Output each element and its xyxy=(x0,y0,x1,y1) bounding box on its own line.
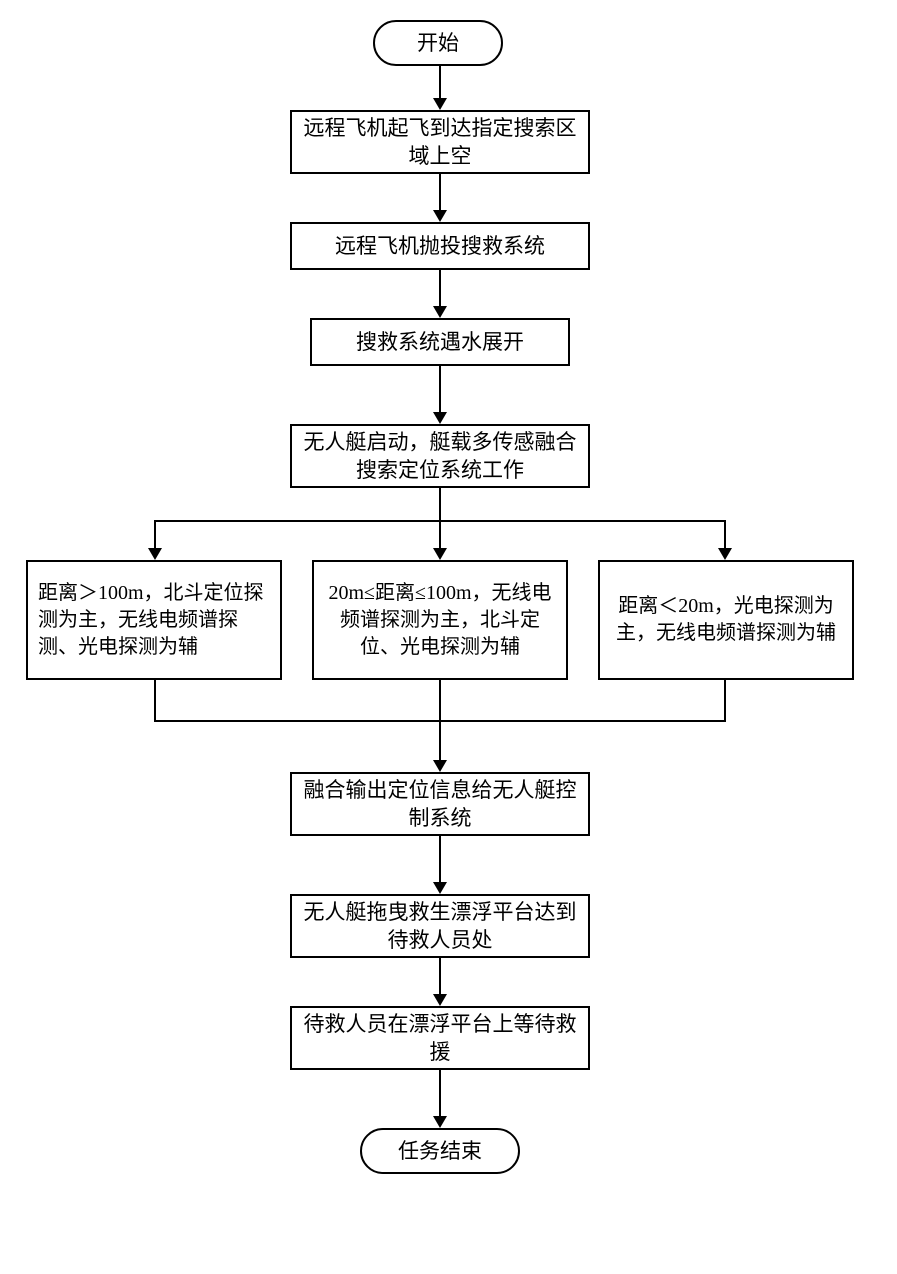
end-node: 任务结束 xyxy=(360,1128,520,1174)
edge xyxy=(439,488,441,520)
process-node-6: 无人艇拖曳救生漂浮平台达到待救人员处 xyxy=(290,894,590,958)
arrow-head-icon xyxy=(433,306,447,318)
process-node-7: 待救人员在漂浮平台上等待救援 xyxy=(290,1006,590,1070)
edge xyxy=(439,680,441,720)
node-label: 远程飞机抛投搜救系统 xyxy=(335,232,545,260)
edge xyxy=(154,520,156,548)
node-label: 融合输出定位信息给无人艇控制系统 xyxy=(302,776,578,833)
edge xyxy=(154,680,156,720)
edge xyxy=(439,1070,441,1116)
arrow-head-icon xyxy=(433,1116,447,1128)
edge xyxy=(724,680,726,720)
node-label: 距离＞100m，北斗定位探测为主，无线电频谱探测、光电探测为辅 xyxy=(38,580,270,661)
process-node-2: 远程飞机抛投搜救系统 xyxy=(290,222,590,270)
process-node-5: 融合输出定位信息给无人艇控制系统 xyxy=(290,772,590,836)
node-label: 待救人员在漂浮平台上等待救援 xyxy=(302,1010,578,1067)
arrow-head-icon xyxy=(433,760,447,772)
end-label: 任务结束 xyxy=(398,1137,482,1165)
edge xyxy=(439,66,441,98)
edge xyxy=(439,174,441,210)
process-node-1: 远程飞机起飞到达指定搜索区域上空 xyxy=(290,110,590,174)
arrow-head-icon xyxy=(433,882,447,894)
node-label: 远程飞机起飞到达指定搜索区域上空 xyxy=(302,114,578,171)
node-label: 20m≤距离≤100m，无线电频谱探测为主，北斗定位、光电探测为辅 xyxy=(324,580,556,661)
edge xyxy=(439,958,441,994)
edge xyxy=(439,366,441,412)
process-node-4: 无人艇启动，艇载多传感融合搜索定位系统工作 xyxy=(290,424,590,488)
arrow-head-icon xyxy=(433,98,447,110)
edge xyxy=(439,520,441,548)
arrow-head-icon xyxy=(433,210,447,222)
arrow-head-icon xyxy=(433,412,447,424)
node-label: 无人艇拖曳救生漂浮平台达到待救人员处 xyxy=(302,898,578,955)
process-node-3: 搜救系统遇水展开 xyxy=(310,318,570,366)
edge xyxy=(439,836,441,882)
arrow-head-icon xyxy=(433,994,447,1006)
node-label: 距离＜20m，光电探测为主，无线电频谱探测为辅 xyxy=(610,593,842,647)
branch-node-3: 距离＜20m，光电探测为主，无线电频谱探测为辅 xyxy=(598,560,854,680)
start-node: 开始 xyxy=(373,20,503,66)
arrow-head-icon xyxy=(433,548,447,560)
edge xyxy=(439,720,441,760)
arrow-head-icon xyxy=(148,548,162,560)
node-label: 无人艇启动，艇载多传感融合搜索定位系统工作 xyxy=(302,428,578,485)
branch-node-2: 20m≤距离≤100m，无线电频谱探测为主，北斗定位、光电探测为辅 xyxy=(312,560,568,680)
edge xyxy=(724,520,726,548)
start-label: 开始 xyxy=(417,29,459,57)
flowchart-container: 开始 远程飞机起飞到达指定搜索区域上空 远程飞机抛投搜救系统 搜救系统遇水展开 … xyxy=(20,20,877,1254)
node-label: 搜救系统遇水展开 xyxy=(356,328,524,356)
edge xyxy=(439,270,441,306)
arrow-head-icon xyxy=(718,548,732,560)
branch-node-1: 距离＞100m，北斗定位探测为主，无线电频谱探测、光电探测为辅 xyxy=(26,560,282,680)
